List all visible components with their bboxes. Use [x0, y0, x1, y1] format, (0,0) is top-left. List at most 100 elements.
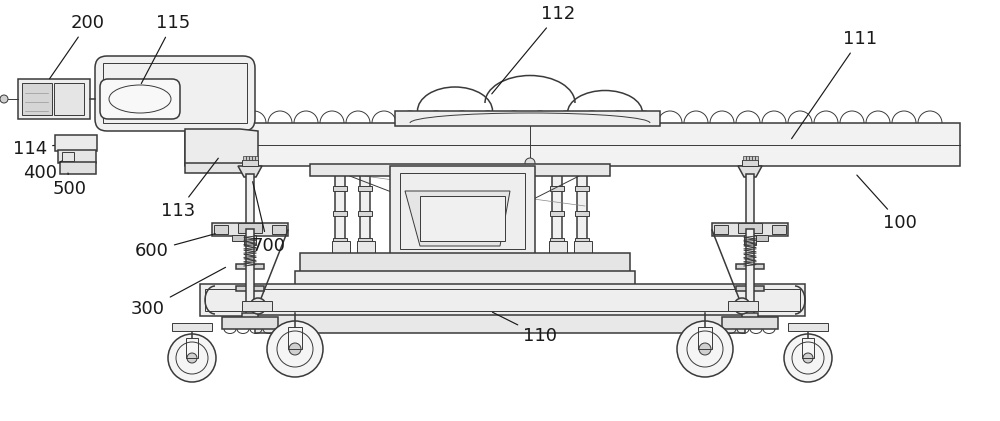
Bar	[400, 173, 525, 249]
Polygon shape	[738, 166, 762, 177]
Bar	[242, 301, 272, 311]
Bar	[550, 238, 564, 243]
Text: 115: 115	[141, 14, 190, 83]
Bar	[575, 211, 589, 216]
Bar	[244, 235, 256, 245]
Circle shape	[168, 334, 216, 382]
Bar	[698, 327, 712, 349]
Bar	[420, 196, 505, 241]
Bar	[755, 156, 758, 160]
Bar	[577, 171, 587, 243]
Circle shape	[187, 353, 197, 363]
Bar	[255, 156, 258, 160]
Bar	[714, 225, 728, 234]
Bar	[333, 186, 347, 191]
Bar	[205, 289, 800, 311]
Bar	[390, 166, 535, 256]
Text: 400: 400	[23, 161, 62, 182]
Text: 110: 110	[492, 312, 557, 345]
Bar	[62, 152, 74, 161]
Bar	[358, 186, 372, 191]
Text: 111: 111	[792, 30, 877, 139]
Bar	[288, 327, 302, 349]
Polygon shape	[238, 166, 262, 177]
Text: 600: 600	[135, 234, 215, 260]
Bar	[738, 223, 762, 233]
Bar	[572, 264, 594, 269]
Bar	[575, 186, 589, 191]
Text: 113: 113	[161, 158, 218, 220]
Bar	[246, 174, 254, 226]
Bar	[330, 264, 352, 269]
Circle shape	[784, 334, 832, 382]
Bar	[742, 160, 758, 166]
Bar	[576, 165, 588, 173]
Text: 500: 500	[53, 173, 87, 198]
Bar	[746, 156, 748, 160]
Bar	[252, 156, 255, 160]
Bar	[246, 156, 249, 160]
Circle shape	[803, 353, 813, 363]
Circle shape	[289, 343, 301, 355]
Bar	[549, 241, 567, 266]
Bar	[222, 317, 278, 329]
Bar	[788, 323, 828, 331]
Bar	[335, 171, 345, 243]
Bar	[200, 284, 805, 316]
Circle shape	[525, 158, 535, 168]
Bar	[103, 63, 247, 123]
Bar	[214, 225, 228, 234]
Text: 114: 114	[13, 140, 54, 158]
Bar	[246, 229, 254, 314]
Polygon shape	[405, 191, 510, 246]
Bar	[242, 160, 258, 166]
Circle shape	[699, 343, 711, 355]
Bar	[333, 211, 347, 216]
Bar	[332, 241, 350, 266]
Bar	[575, 238, 589, 243]
Bar	[395, 111, 660, 126]
Bar	[236, 264, 264, 269]
Bar	[746, 229, 754, 314]
Bar	[744, 235, 756, 245]
Bar	[772, 225, 786, 234]
Bar	[355, 264, 377, 269]
Bar	[60, 162, 96, 174]
Bar	[359, 165, 371, 173]
Polygon shape	[185, 129, 258, 165]
Bar	[236, 286, 264, 291]
Bar	[255, 315, 745, 333]
Bar	[358, 211, 372, 216]
Bar	[360, 171, 370, 243]
Text: 700: 700	[251, 182, 285, 255]
Bar	[18, 79, 90, 119]
Bar	[238, 223, 262, 233]
Bar	[212, 223, 288, 236]
Bar	[55, 135, 97, 151]
Bar	[242, 313, 258, 318]
Bar	[752, 156, 755, 160]
Bar	[750, 235, 768, 241]
Bar	[249, 156, 252, 160]
Bar	[272, 225, 286, 234]
FancyBboxPatch shape	[100, 79, 180, 119]
Bar	[334, 165, 346, 173]
Bar	[712, 223, 788, 236]
Bar	[728, 301, 758, 311]
Bar	[243, 156, 246, 160]
Text: 100: 100	[857, 175, 917, 232]
Bar	[54, 83, 84, 115]
Bar	[58, 150, 96, 163]
Bar	[172, 323, 212, 331]
Bar	[743, 156, 746, 160]
Bar	[295, 271, 635, 286]
Bar	[749, 156, 752, 160]
Bar	[722, 317, 778, 329]
Bar	[186, 338, 198, 358]
Bar	[736, 286, 764, 291]
Bar	[746, 174, 754, 226]
Bar	[551, 165, 563, 173]
Bar	[357, 241, 375, 266]
Bar	[232, 235, 250, 241]
Circle shape	[677, 321, 733, 377]
